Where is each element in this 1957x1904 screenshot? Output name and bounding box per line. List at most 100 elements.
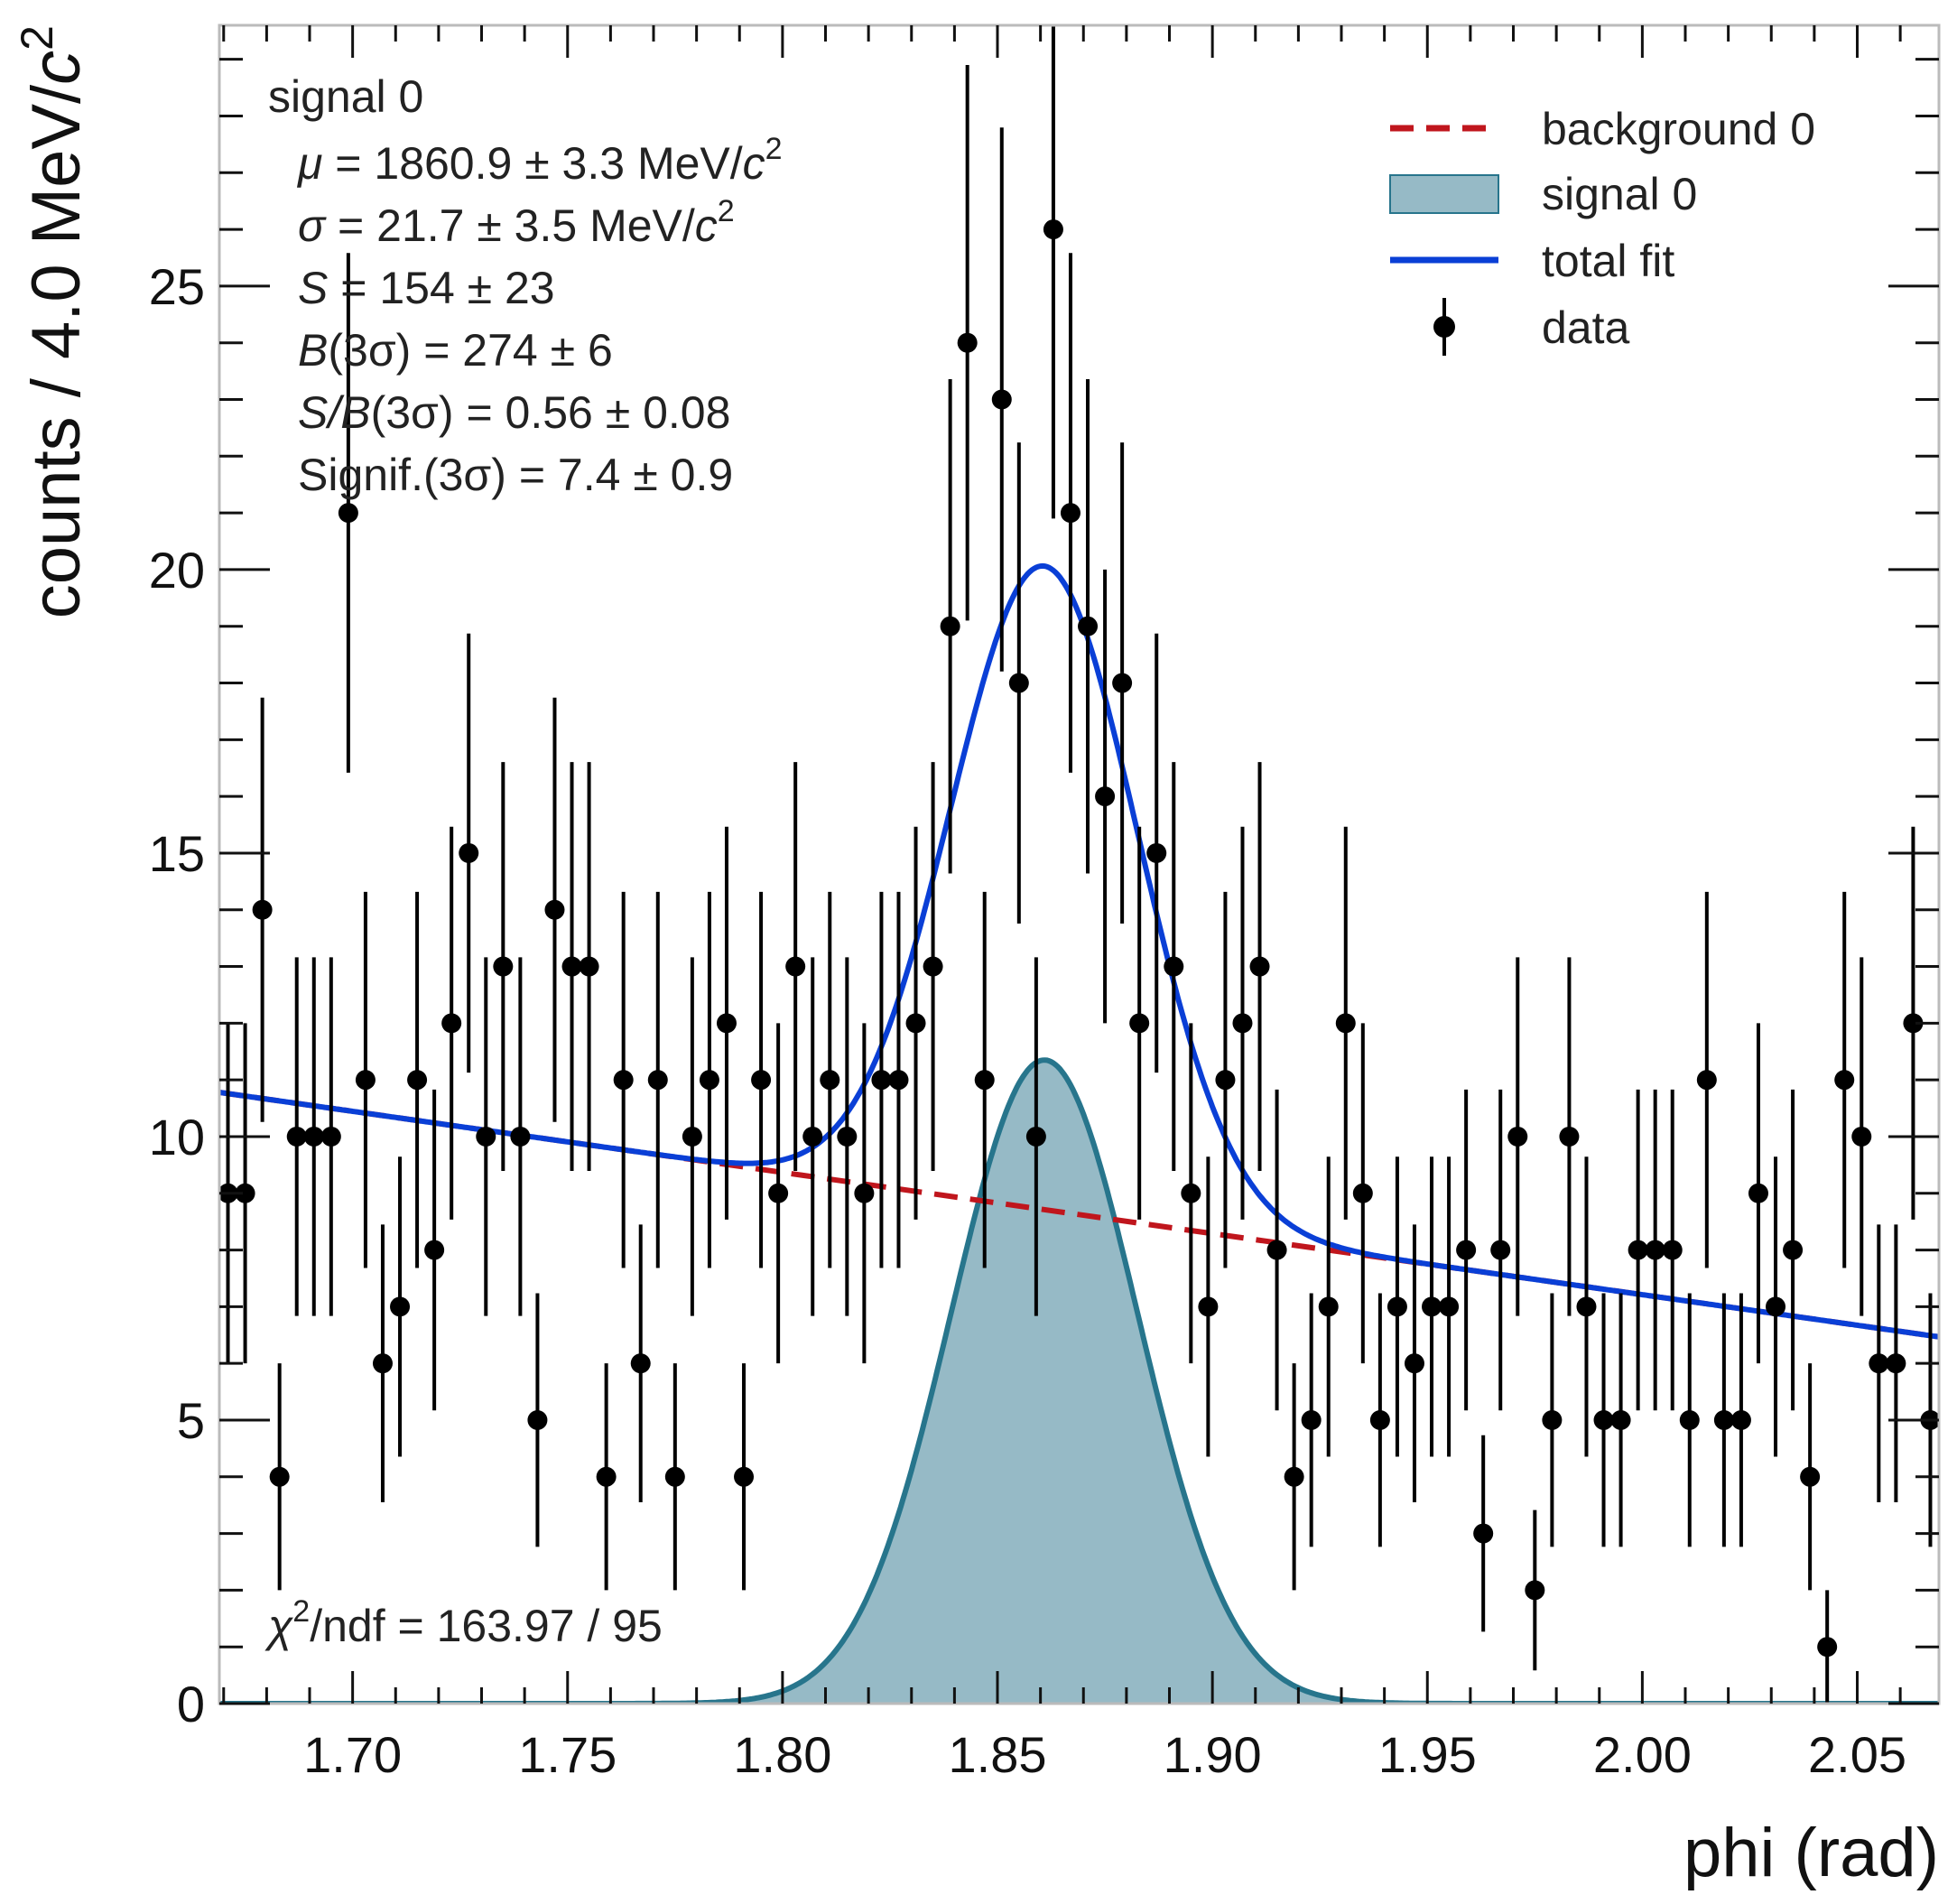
data-point <box>1783 1089 1804 1411</box>
data-marker <box>1025 1126 1046 1147</box>
data-point <box>1008 442 1029 924</box>
data-marker <box>1284 1466 1304 1487</box>
legend-item: total fit <box>1390 236 1674 286</box>
x-tick-label: 2.05 <box>1808 1726 1906 1783</box>
data-marker <box>871 1070 892 1091</box>
data-point <box>716 826 737 1220</box>
legend-label: data <box>1542 302 1630 353</box>
data-marker <box>1800 1466 1821 1487</box>
curves-layer <box>219 562 1939 1704</box>
data-points <box>219 25 1939 1704</box>
data-marker <box>1078 616 1099 636</box>
data-marker <box>1369 1409 1390 1430</box>
data-point <box>1559 957 1580 1316</box>
data-point <box>441 826 462 1220</box>
x-tick-label: 1.85 <box>949 1726 1047 1783</box>
data-marker <box>1198 1296 1219 1317</box>
data-marker <box>905 1013 926 1034</box>
data-point <box>338 253 358 773</box>
data-point <box>493 762 514 1171</box>
data-point <box>561 762 582 1171</box>
data-point <box>820 891 840 1268</box>
data-point <box>1422 1156 1442 1457</box>
data-point <box>974 891 995 1268</box>
info-line: B(3σ) = 274 ± 6 <box>298 325 613 376</box>
data-marker <box>1129 1013 1150 1034</box>
data-marker <box>1507 1126 1528 1147</box>
data-point <box>751 891 772 1268</box>
y-tick-label: 25 <box>149 258 205 315</box>
data-point <box>854 1023 875 1364</box>
data-point <box>1284 1363 1304 1591</box>
data-point <box>1060 253 1081 773</box>
data-marker <box>923 956 943 977</box>
data-marker <box>1352 1183 1373 1203</box>
data-point <box>1662 1089 1683 1411</box>
info-title: signal 0 <box>268 71 423 122</box>
data-marker <box>1439 1296 1460 1317</box>
data-point <box>991 127 1012 672</box>
data-marker <box>974 1070 995 1091</box>
data-marker <box>424 1240 445 1260</box>
data-point <box>1301 1293 1322 1547</box>
data-point <box>1679 1293 1700 1547</box>
data-marker <box>1696 1070 1717 1091</box>
data-point <box>1525 1509 1545 1671</box>
data-point <box>1766 1156 1786 1457</box>
info-line: Signif.(3σ) = 7.4 ± 0.9 <box>298 450 733 500</box>
data-marker <box>355 1070 376 1091</box>
data-point <box>476 957 496 1316</box>
y-tick-label: 10 <box>149 1109 205 1166</box>
data-point <box>1249 762 1270 1171</box>
data-point <box>1576 1156 1597 1457</box>
info-line: σ = 21.7 ± 3.5 MeV/c2 <box>298 194 735 251</box>
data-point <box>1628 1089 1648 1411</box>
data-marker <box>1473 1523 1494 1544</box>
data-point <box>647 891 668 1268</box>
data-marker <box>630 1353 651 1374</box>
data-point <box>1903 826 1924 1220</box>
data-marker <box>699 1070 719 1091</box>
data-marker <box>252 899 273 920</box>
data-point <box>1869 1224 1889 1503</box>
x-tick-label: 2.00 <box>1593 1726 1692 1783</box>
data-point <box>699 891 719 1268</box>
data-marker <box>596 1466 617 1487</box>
data-marker <box>682 1126 702 1147</box>
data-point <box>1043 25 1063 519</box>
data-point <box>510 957 531 1316</box>
data-marker <box>407 1070 428 1091</box>
data-point <box>1610 1293 1631 1547</box>
axes-labels: 1.70 1.75 1.80 1.85 1.90 1.95 2.00 2.05 0 5 10 15 20… <box>12 25 1939 1891</box>
data-marker <box>1215 1070 1236 1091</box>
data-marker <box>647 1070 668 1091</box>
data-point <box>871 891 892 1268</box>
info-line: μ = 1860.9 ± 3.3 MeV/c2 <box>296 132 783 189</box>
data-marker <box>1232 1013 1253 1034</box>
data-marker <box>1112 673 1133 693</box>
data-point <box>888 891 909 1268</box>
info-line: S = 154 ± 23 <box>298 263 555 313</box>
data-point <box>459 633 479 1073</box>
data-point <box>630 1224 651 1503</box>
data-point <box>424 1089 445 1411</box>
data-point <box>596 1363 617 1591</box>
data-marker <box>768 1183 789 1203</box>
plot-frame <box>218 23 1941 1705</box>
data-point <box>1112 442 1133 924</box>
data-marker <box>751 1070 772 1091</box>
data-marker <box>561 956 582 977</box>
plot-area <box>218 23 1941 1705</box>
data-marker <box>1730 1409 1751 1430</box>
data-point <box>1095 569 1116 1024</box>
data-marker <box>390 1296 411 1317</box>
data-point <box>1542 1293 1563 1547</box>
data-point <box>734 1363 755 1591</box>
data-point <box>1886 1224 1906 1503</box>
y-tick-label: 0 <box>177 1676 205 1732</box>
data-marker <box>441 1013 462 1034</box>
legend-signal-swatch <box>1389 174 1499 214</box>
x-tick-label: 1.90 <box>1164 1726 1262 1783</box>
data-marker <box>1679 1409 1700 1430</box>
legend-label: signal 0 <box>1542 169 1697 219</box>
